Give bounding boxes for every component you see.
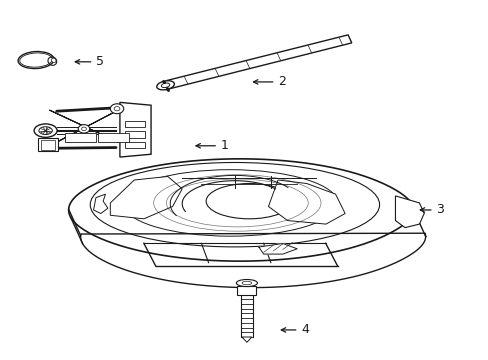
Polygon shape [258, 243, 297, 254]
Bar [124, 121, 144, 127]
Polygon shape [395, 196, 424, 228]
Text: 5: 5 [96, 55, 104, 68]
Polygon shape [120, 102, 151, 157]
Bar [98, 133, 129, 142]
Bar [39, 138, 58, 152]
Ellipse shape [157, 81, 174, 90]
Circle shape [78, 125, 89, 133]
Polygon shape [242, 337, 251, 342]
Polygon shape [49, 110, 118, 146]
Bar [64, 133, 96, 142]
Polygon shape [93, 194, 108, 213]
Bar [124, 131, 144, 138]
Text: 1: 1 [220, 139, 228, 152]
Circle shape [110, 104, 123, 114]
Polygon shape [49, 110, 118, 142]
Ellipse shape [51, 58, 56, 63]
Bar [237, 286, 256, 294]
Ellipse shape [20, 53, 52, 67]
Bar [124, 142, 144, 148]
Text: 3: 3 [435, 203, 443, 216]
Polygon shape [110, 176, 182, 219]
Text: 2: 2 [278, 76, 285, 89]
Text: 4: 4 [301, 323, 308, 337]
Polygon shape [268, 180, 345, 224]
Ellipse shape [236, 279, 257, 287]
Ellipse shape [34, 124, 57, 137]
Bar [41, 140, 55, 150]
Polygon shape [165, 35, 351, 89]
